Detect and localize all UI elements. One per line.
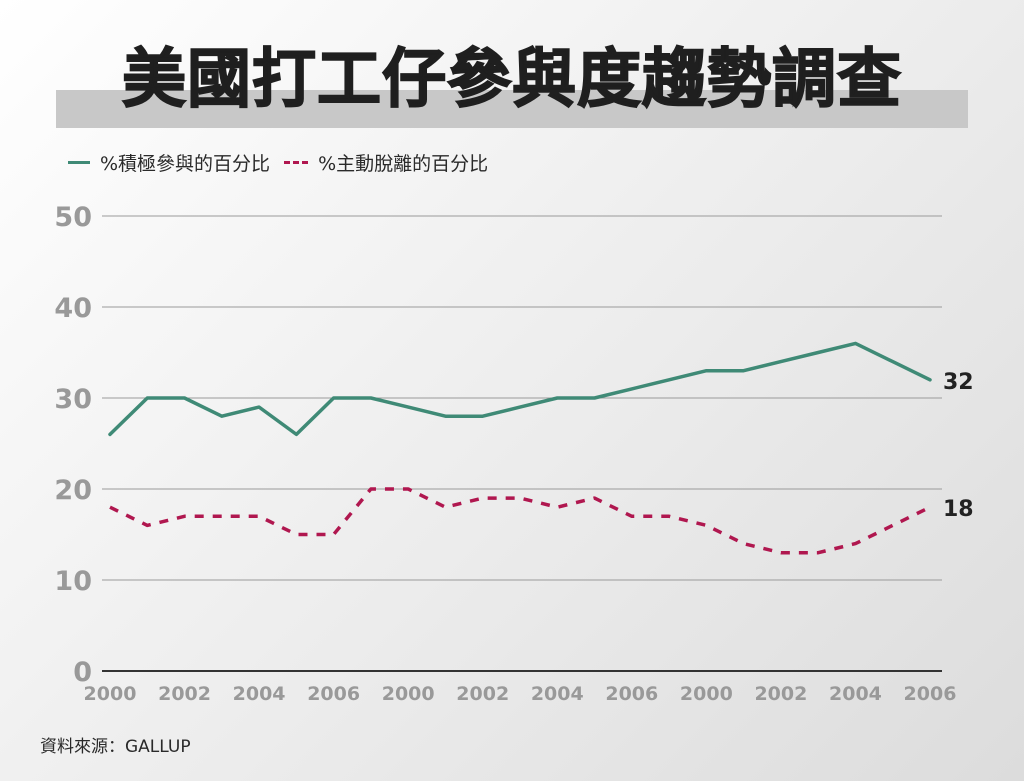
series-line-0 [108,341,932,437]
y-tick-label: 10 [54,566,92,597]
legend: %積極參與的百分比 %主動脫離的百分比 [68,147,502,177]
legend-label-disengaged: %主動脫離的百分比 [318,152,489,175]
title-block: 美國打工仔參與度趨勢調查 [56,38,968,130]
x-tick-label: 2006 [307,683,360,705]
x-tick-label: 2006 [904,683,957,705]
series-line-1 [109,487,931,555]
x-tick-label: 2000 [680,683,733,705]
x-tick-label: 2000 [84,683,137,705]
x-tick-label: 2006 [605,683,658,705]
x-tick-label: 2004 [531,683,584,705]
series-end-label-0: 32 [943,370,974,395]
x-tick-label: 2002 [456,683,509,705]
legend-item-disengaged: %主動脫離的百分比 [284,149,488,176]
x-tick-label: 2002 [158,683,211,705]
x-tick-label: 2004 [233,683,286,705]
legend-label-engaged: %積極參與的百分比 [100,152,271,175]
series-end-label-1: 18 [943,497,974,522]
source-note: 資料來源：GALLUP [40,737,191,757]
y-tick-label: 0 [73,657,92,688]
title-highlight-band [56,90,968,128]
y-tick-label: 30 [54,384,92,415]
legend-swatch-solid [68,160,90,164]
x-tick-label: 2004 [829,683,882,705]
x-tick-label: 2000 [382,683,435,705]
legend-swatch-dashed [284,160,309,164]
chart-title: 美國打工仔參與度趨勢調查 [121,42,902,118]
y-tick-label: 50 [54,202,92,233]
y-tick-label: 40 [54,293,92,324]
x-tick-label: 2002 [754,683,807,705]
legend-item-engaged: %積極參與的百分比 [68,149,270,176]
y-tick-label: 20 [54,475,92,506]
